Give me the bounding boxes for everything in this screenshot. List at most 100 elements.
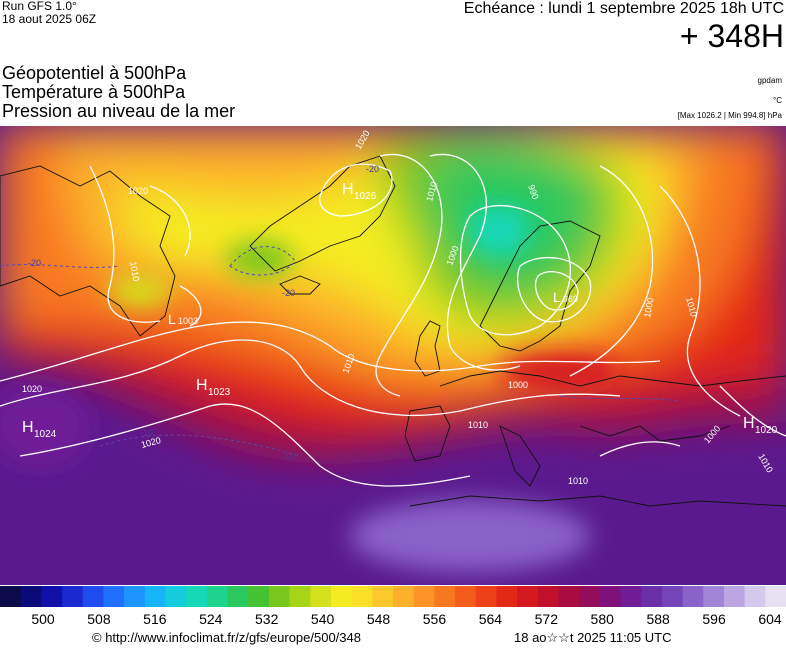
scale-tick-label: 548 (366, 611, 391, 627)
isobar-label: 1010 (128, 261, 141, 282)
scale-swatch (703, 586, 725, 607)
temperature-label: -20 (366, 164, 379, 174)
isobar-label: 990 (526, 183, 541, 201)
weather-map[interactable]: H 1026 H 1023 H 1024 H 1020 L 969 L 1003 1020 … (0, 126, 786, 585)
scale-tick-label: 524 (199, 611, 223, 627)
scale-swatch (744, 586, 766, 607)
scale-tick-label: 508 (87, 611, 111, 627)
scale-swatch (41, 586, 63, 607)
scale-swatch (124, 586, 146, 607)
isobar-label: 1000 (642, 297, 655, 318)
low-center-labrador: L (168, 311, 176, 327)
temperature-label: -20 (282, 288, 295, 298)
scale-tick-label: 604 (758, 611, 782, 627)
scale-swatch (537, 586, 559, 607)
run-date: 18 aout 2025 06Z (2, 12, 97, 26)
title-pressure: Pression au niveau de la mer (2, 101, 236, 121)
temperature-label: -20 (28, 258, 41, 268)
iberia-coast (404, 405, 451, 462)
scale-swatch (413, 586, 435, 607)
isobar-label: 1010 (468, 420, 488, 430)
scale-tick-label: 500 (31, 611, 55, 627)
scale-swatch (227, 586, 249, 607)
temperature-label: -10 (282, 452, 295, 462)
color-scale-bar (0, 586, 786, 607)
forecast-valid-time: Echéance : lundi 1 septembre 2025 18h UT… (463, 0, 784, 17)
low-center-scandinavia: L (553, 289, 561, 305)
pressure-extremes: [Max 1026.2 | Min 994.8] hPa (677, 111, 782, 120)
scale-tick-label: 540 (310, 611, 335, 627)
scale-swatch (248, 586, 270, 607)
scandinavia-coast (479, 220, 601, 352)
title-geopotential: Géopotentiel à 500hPa (2, 63, 187, 83)
scale-swatch (765, 586, 786, 607)
isobar-label: 1000 (508, 380, 528, 390)
scale-swatch (517, 586, 539, 607)
scale-swatch (144, 586, 166, 607)
scale-swatch (268, 586, 291, 607)
scale-swatch (165, 586, 187, 607)
scale-swatch (641, 586, 663, 607)
continental-europe-coast (439, 370, 786, 387)
isobar-label: 1020 (128, 186, 148, 196)
unit-gpdam: gpdam (757, 76, 782, 85)
high-center-west-value: 1024 (34, 429, 57, 440)
scale-tick-label: 516 (143, 611, 167, 627)
greenland-coast (249, 155, 396, 272)
high-center-greenland-value: 1026 (354, 191, 377, 202)
scale-swatch (62, 586, 84, 607)
scale-swatch (723, 586, 746, 607)
source-url[interactable]: © http://www.infoclimat.fr/z/gfs/europe/… (92, 630, 361, 645)
scale-tick-label: 572 (534, 611, 558, 627)
scale-swatch (103, 586, 125, 607)
scale-swatch (372, 586, 394, 607)
scale-swatch (579, 586, 601, 607)
run-model: Run GFS 1.0° (2, 0, 77, 13)
scale-swatch (661, 586, 684, 607)
scale-swatch (0, 586, 22, 607)
scale-swatch (558, 586, 580, 607)
lead-time: + 348H (679, 18, 784, 54)
high-center-east: H (743, 415, 755, 432)
scale-swatch (206, 586, 229, 607)
isobar-label: 1020 (22, 384, 42, 394)
run-info: Run GFS 1.0° 18 aout 2025 06Z (2, 0, 96, 26)
north-africa-coast (409, 495, 786, 507)
north-america-coast (0, 165, 176, 337)
british-isles-coast (414, 320, 441, 377)
geopotential-field (0, 126, 786, 585)
high-center-west: H (22, 419, 34, 436)
isobar-label: 1010 (568, 476, 588, 486)
low-center-labrador-value: 1003 (178, 316, 198, 326)
scale-tick-label: 556 (422, 611, 447, 627)
iceland-coast (279, 275, 321, 295)
scale-swatch (20, 586, 42, 607)
scale-swatch (475, 586, 497, 607)
scale-swatch (682, 586, 704, 607)
coastlines (0, 155, 786, 507)
high-center-greenland: H (342, 181, 354, 198)
balkans-coast (579, 425, 731, 442)
scale-swatch (82, 586, 104, 607)
high-center-east-value: 1020 (755, 425, 778, 436)
scale-swatch (330, 586, 353, 607)
generated-time: 18 ao☆☆t 2025 11:05 UTC (514, 630, 672, 645)
low-center-scandinavia-value: 969 (563, 294, 578, 304)
title-temperature: Température à 500hPa (2, 82, 186, 102)
unit-celsius: °C (773, 96, 782, 105)
scale-swatch (496, 586, 518, 607)
temperature-label: -10 (140, 428, 153, 438)
temperature-isotherms (0, 246, 681, 457)
scale-tick-label: 596 (702, 611, 726, 627)
scale-tick-label: 564 (478, 611, 503, 627)
scale-tick-label: 580 (590, 611, 614, 627)
scale-swatch (620, 586, 642, 607)
scale-tick-label: 588 (646, 611, 670, 627)
high-center-atlantic-value: 1023 (208, 387, 231, 398)
map-titles: Géopotentiel à 500hPa Température à 500h… (2, 64, 235, 121)
isobars (0, 153, 786, 487)
high-center-atlantic: H (196, 377, 208, 394)
scale-tick-label: 532 (255, 611, 279, 627)
scale-swatch (455, 586, 477, 607)
scale-swatch (393, 586, 415, 607)
